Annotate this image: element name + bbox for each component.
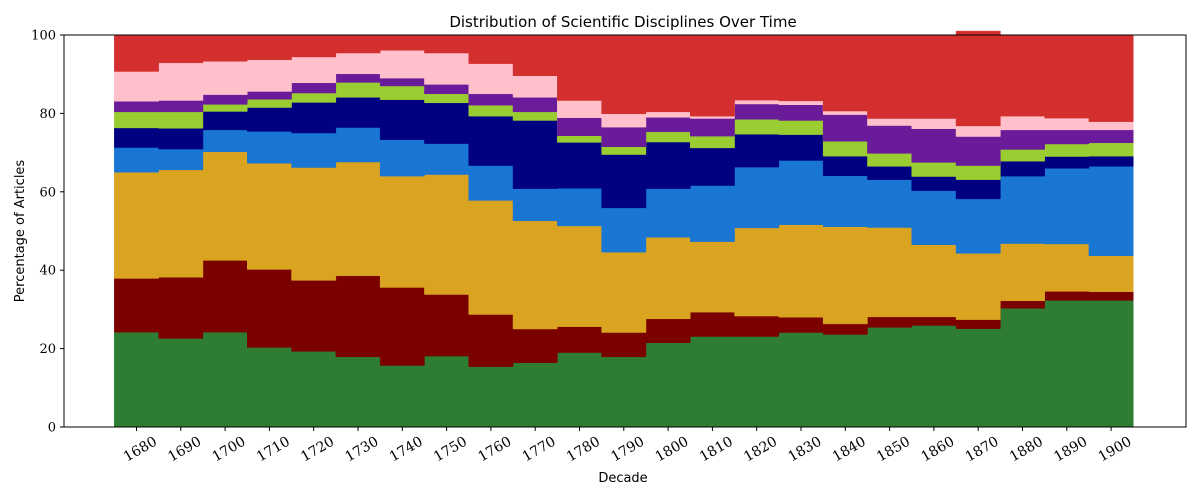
chart-title: Distribution of Scientific Disciplines O… [449, 13, 796, 31]
x-tick-label: 1860 [918, 434, 957, 466]
x-tick-label: 1800 [653, 434, 692, 466]
x-tick-label: 1830 [786, 434, 825, 466]
y-tick-label: 0 [48, 421, 56, 436]
x-tick-label: 1880 [1007, 434, 1046, 466]
y-tick-label: 60 [39, 185, 56, 200]
y-axis-ticks: 0 20 40 60 80 100 [31, 29, 64, 436]
y-axis-label: Percentage of Articles [13, 160, 28, 303]
y-tick-label: 20 [39, 342, 56, 357]
x-tick-label: 1720 [298, 434, 337, 466]
plot-frame [63, 34, 1187, 428]
x-tick-label: 1890 [1051, 434, 1090, 466]
x-tick-label: 1840 [830, 434, 869, 466]
x-tick-label: 1900 [1096, 434, 1135, 466]
y-tick-label: 40 [39, 264, 56, 279]
x-tick-label: 1770 [520, 434, 559, 466]
x-tick-label: 1870 [963, 434, 1002, 466]
x-tick-label: 1760 [475, 434, 514, 466]
x-tick-label: 1780 [564, 434, 603, 466]
x-tick-label: 1740 [387, 434, 426, 466]
y-tick-label: 80 [39, 107, 56, 122]
x-tick-label: 1810 [697, 434, 736, 466]
area-layers [114, 30, 1134, 428]
y-tick-label: 100 [31, 29, 56, 44]
x-tick-label: 1680 [121, 434, 160, 466]
x-axis-ticks: 1680 1690 1700 1710 1720 1730 1740 1750 1760 1770… [121, 427, 1135, 466]
x-tick-label: 1820 [741, 434, 780, 466]
x-axis-label: Decade [598, 471, 647, 486]
x-tick-label: 1710 [254, 434, 293, 466]
x-tick-label: 1690 [165, 434, 204, 466]
x-tick-label: 1700 [210, 434, 249, 466]
x-tick-label: 1750 [431, 434, 470, 466]
x-tick-label: 1850 [874, 434, 913, 466]
x-tick-label: 1790 [608, 434, 647, 466]
x-tick-label: 1730 [343, 434, 382, 466]
